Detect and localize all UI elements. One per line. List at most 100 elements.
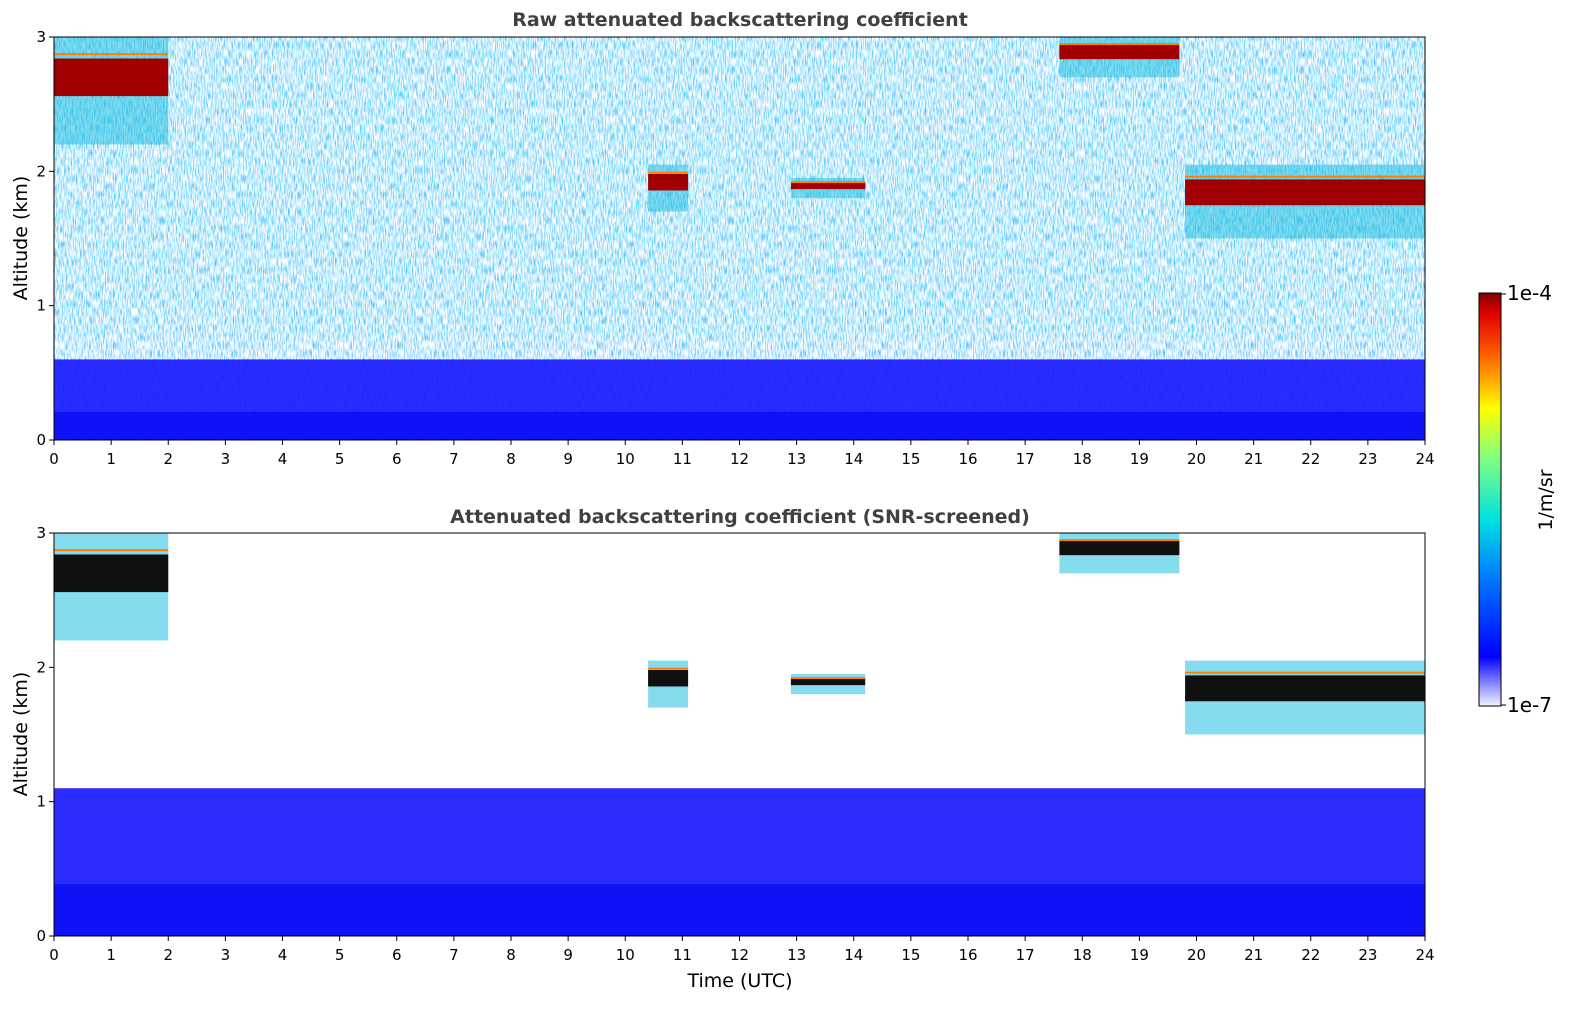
x-tick-label: 10 xyxy=(616,450,635,468)
boundary-layer-core xyxy=(54,411,1425,440)
x-tick-label: 17 xyxy=(1016,946,1035,964)
y-tick-label: 2 xyxy=(36,162,46,180)
x-ticks-snr: 0 1 2 3 4 5 6 7 8 9 10 11 12 13 14 15 16 17 18 19 20 21 22 23 24 xyxy=(49,936,1435,964)
cloud-edge xyxy=(1059,539,1180,542)
y-axis-label-snr: Altitude (km) xyxy=(10,672,32,797)
snr-screened-panel: Attenuated backscattering coefficient (S… xyxy=(10,506,1435,992)
y-tick-label: 1 xyxy=(36,793,46,811)
colorbar-unit-label: 1/m/sr xyxy=(1535,469,1557,530)
panel-title-raw: Raw attenuated backscattering coefficien… xyxy=(512,9,968,31)
y-tick-label: 0 xyxy=(36,431,46,449)
boundary-layer-core xyxy=(54,884,1425,936)
x-tick-label: 15 xyxy=(901,946,920,964)
x-tick-label: 22 xyxy=(1301,946,1320,964)
x-tick-label: 17 xyxy=(1016,450,1035,468)
cloud-core xyxy=(1059,45,1180,60)
x-tick-label: 22 xyxy=(1301,450,1320,468)
x-tick-label: 1 xyxy=(106,450,116,468)
cloud-core xyxy=(790,678,866,686)
y-ticks-snr: 0 1 2 3 xyxy=(36,524,54,945)
x-tick-label: 14 xyxy=(844,946,863,964)
x-tick-label: 24 xyxy=(1415,946,1434,964)
colorbar-min-label: 1e-7 xyxy=(1507,693,1552,717)
cloud-core xyxy=(1059,541,1180,556)
x-tick-label: 4 xyxy=(278,946,288,964)
x-tick-label: 4 xyxy=(278,450,288,468)
x-tick-label: 20 xyxy=(1187,450,1206,468)
cloud-edge xyxy=(790,677,866,680)
x-tick-label: 12 xyxy=(730,946,749,964)
x-tick-label: 3 xyxy=(221,450,231,468)
x-tick-label: 1 xyxy=(106,946,116,964)
x-tick-label: 18 xyxy=(1073,946,1092,964)
x-tick-label: 13 xyxy=(787,450,806,468)
cloud-core xyxy=(790,182,866,190)
cloud-edge xyxy=(1059,43,1180,46)
y-tick-label: 3 xyxy=(36,524,46,542)
x-tick-label: 13 xyxy=(787,946,806,964)
x-tick-label: 8 xyxy=(506,450,516,468)
x-tick-label: 21 xyxy=(1244,450,1263,468)
raw-backscatter-panel: Raw attenuated backscattering coefficien… xyxy=(10,9,1435,468)
x-tick-label: 16 xyxy=(958,946,977,964)
x-tick-label: 7 xyxy=(449,946,459,964)
cloud-edge xyxy=(54,549,169,552)
x-tick-label: 6 xyxy=(392,450,402,468)
cloud-edge xyxy=(1185,175,1425,178)
cloud-edge xyxy=(1185,671,1425,674)
x-axis-label: Time (UTC) xyxy=(686,970,792,992)
y-tick-label: 1 xyxy=(36,297,46,315)
cloud-core xyxy=(1185,179,1425,206)
x-tick-label: 19 xyxy=(1130,946,1149,964)
cloud-core xyxy=(648,670,689,687)
x-tick-label: 0 xyxy=(49,450,59,468)
x-tick-label: 6 xyxy=(392,946,402,964)
x-tick-label: 23 xyxy=(1358,946,1377,964)
x-tick-label: 24 xyxy=(1415,450,1434,468)
x-tick-label: 2 xyxy=(163,946,173,964)
x-tick-label: 0 xyxy=(49,946,59,964)
x-tick-label: 5 xyxy=(335,450,345,468)
x-tick-label: 21 xyxy=(1244,946,1263,964)
cloud-edge xyxy=(648,667,689,670)
cloud-core xyxy=(648,174,689,191)
x-tick-label: 7 xyxy=(449,450,459,468)
x-tick-label: 12 xyxy=(730,450,749,468)
x-tick-label: 9 xyxy=(563,450,573,468)
cloud-edge xyxy=(54,53,169,56)
x-tick-label: 11 xyxy=(673,450,692,468)
y-tick-label: 2 xyxy=(36,658,46,676)
cloud-edge xyxy=(648,171,689,174)
y-ticks-raw: 0 1 2 3 xyxy=(36,28,54,449)
cloud-core xyxy=(54,58,169,97)
x-tick-label: 10 xyxy=(616,946,635,964)
colorbar-gradient xyxy=(1478,292,1502,707)
colorbar-max-label: 1e-4 xyxy=(1507,281,1552,305)
snr-features xyxy=(54,533,1425,936)
colorbar: 1e-4 1e-7 1/m/sr xyxy=(1478,281,1557,717)
x-ticks-raw: 0 1 2 3 4 5 6 7 8 9 10 11 12 13 14 15 16 17 18 19 20 21 22 23 24 xyxy=(49,440,1435,468)
panel-title-snr: Attenuated backscattering coefficient (S… xyxy=(450,506,1030,528)
x-tick-label: 11 xyxy=(673,946,692,964)
x-tick-label: 19 xyxy=(1130,450,1149,468)
raw-features xyxy=(54,37,1425,440)
x-tick-label: 2 xyxy=(163,450,173,468)
x-tick-label: 5 xyxy=(335,946,345,964)
cloud-edge xyxy=(790,181,866,184)
y-axis-label-raw: Altitude (km) xyxy=(10,176,32,301)
x-tick-label: 9 xyxy=(563,946,573,964)
y-tick-label: 0 xyxy=(36,927,46,945)
y-tick-label: 3 xyxy=(36,28,46,46)
x-tick-label: 8 xyxy=(506,946,516,964)
cloud-core xyxy=(1185,675,1425,702)
x-tick-label: 14 xyxy=(844,450,863,468)
x-tick-label: 23 xyxy=(1358,450,1377,468)
x-tick-label: 18 xyxy=(1073,450,1092,468)
x-tick-label: 16 xyxy=(958,450,977,468)
x-tick-label: 3 xyxy=(221,946,231,964)
cloud-core xyxy=(54,554,169,593)
x-tick-label: 15 xyxy=(901,450,920,468)
x-tick-label: 20 xyxy=(1187,946,1206,964)
